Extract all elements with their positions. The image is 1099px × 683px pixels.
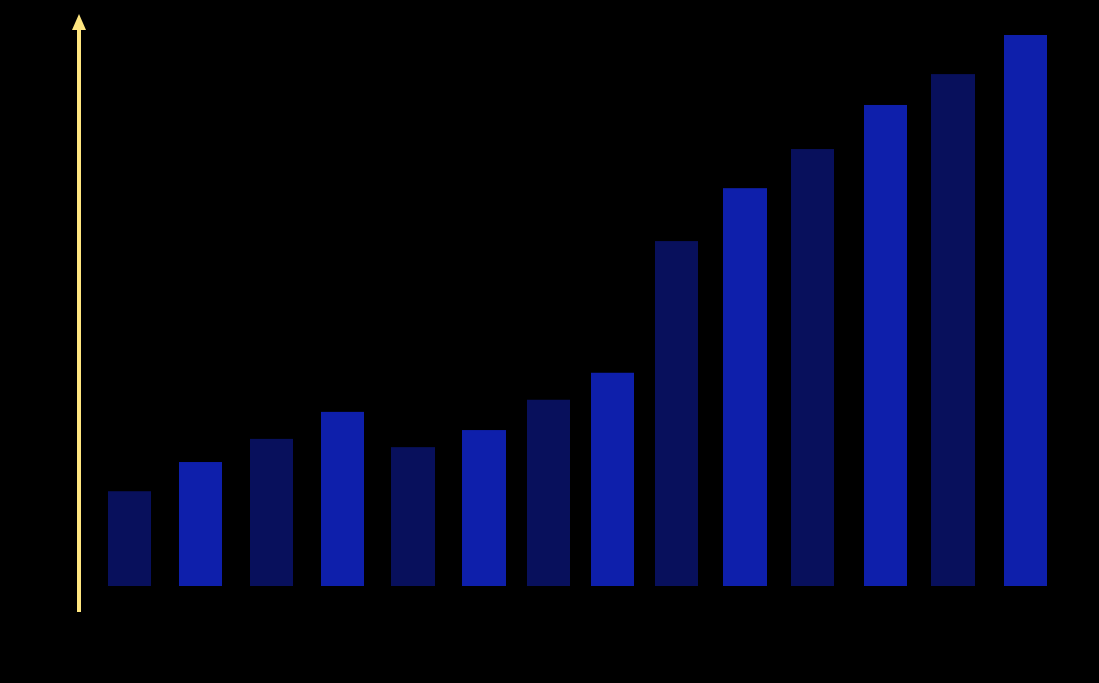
bar-10 bbox=[723, 188, 767, 587]
bar-11 bbox=[791, 149, 834, 586]
bar-13 bbox=[931, 74, 975, 586]
bar-9 bbox=[655, 241, 698, 586]
y-axis-arrow-icon bbox=[72, 14, 86, 30]
bar-2 bbox=[179, 462, 222, 586]
bars-group bbox=[108, 35, 1047, 587]
bar-14 bbox=[1004, 35, 1047, 586]
bar-4 bbox=[321, 411, 364, 586]
bar-1 bbox=[108, 491, 151, 586]
bar-6 bbox=[462, 430, 506, 586]
bar-8 bbox=[591, 372, 634, 586]
bar-5 bbox=[391, 447, 435, 586]
bar-12 bbox=[864, 104, 907, 587]
bar-3 bbox=[250, 438, 293, 586]
bar-7 bbox=[527, 399, 570, 586]
